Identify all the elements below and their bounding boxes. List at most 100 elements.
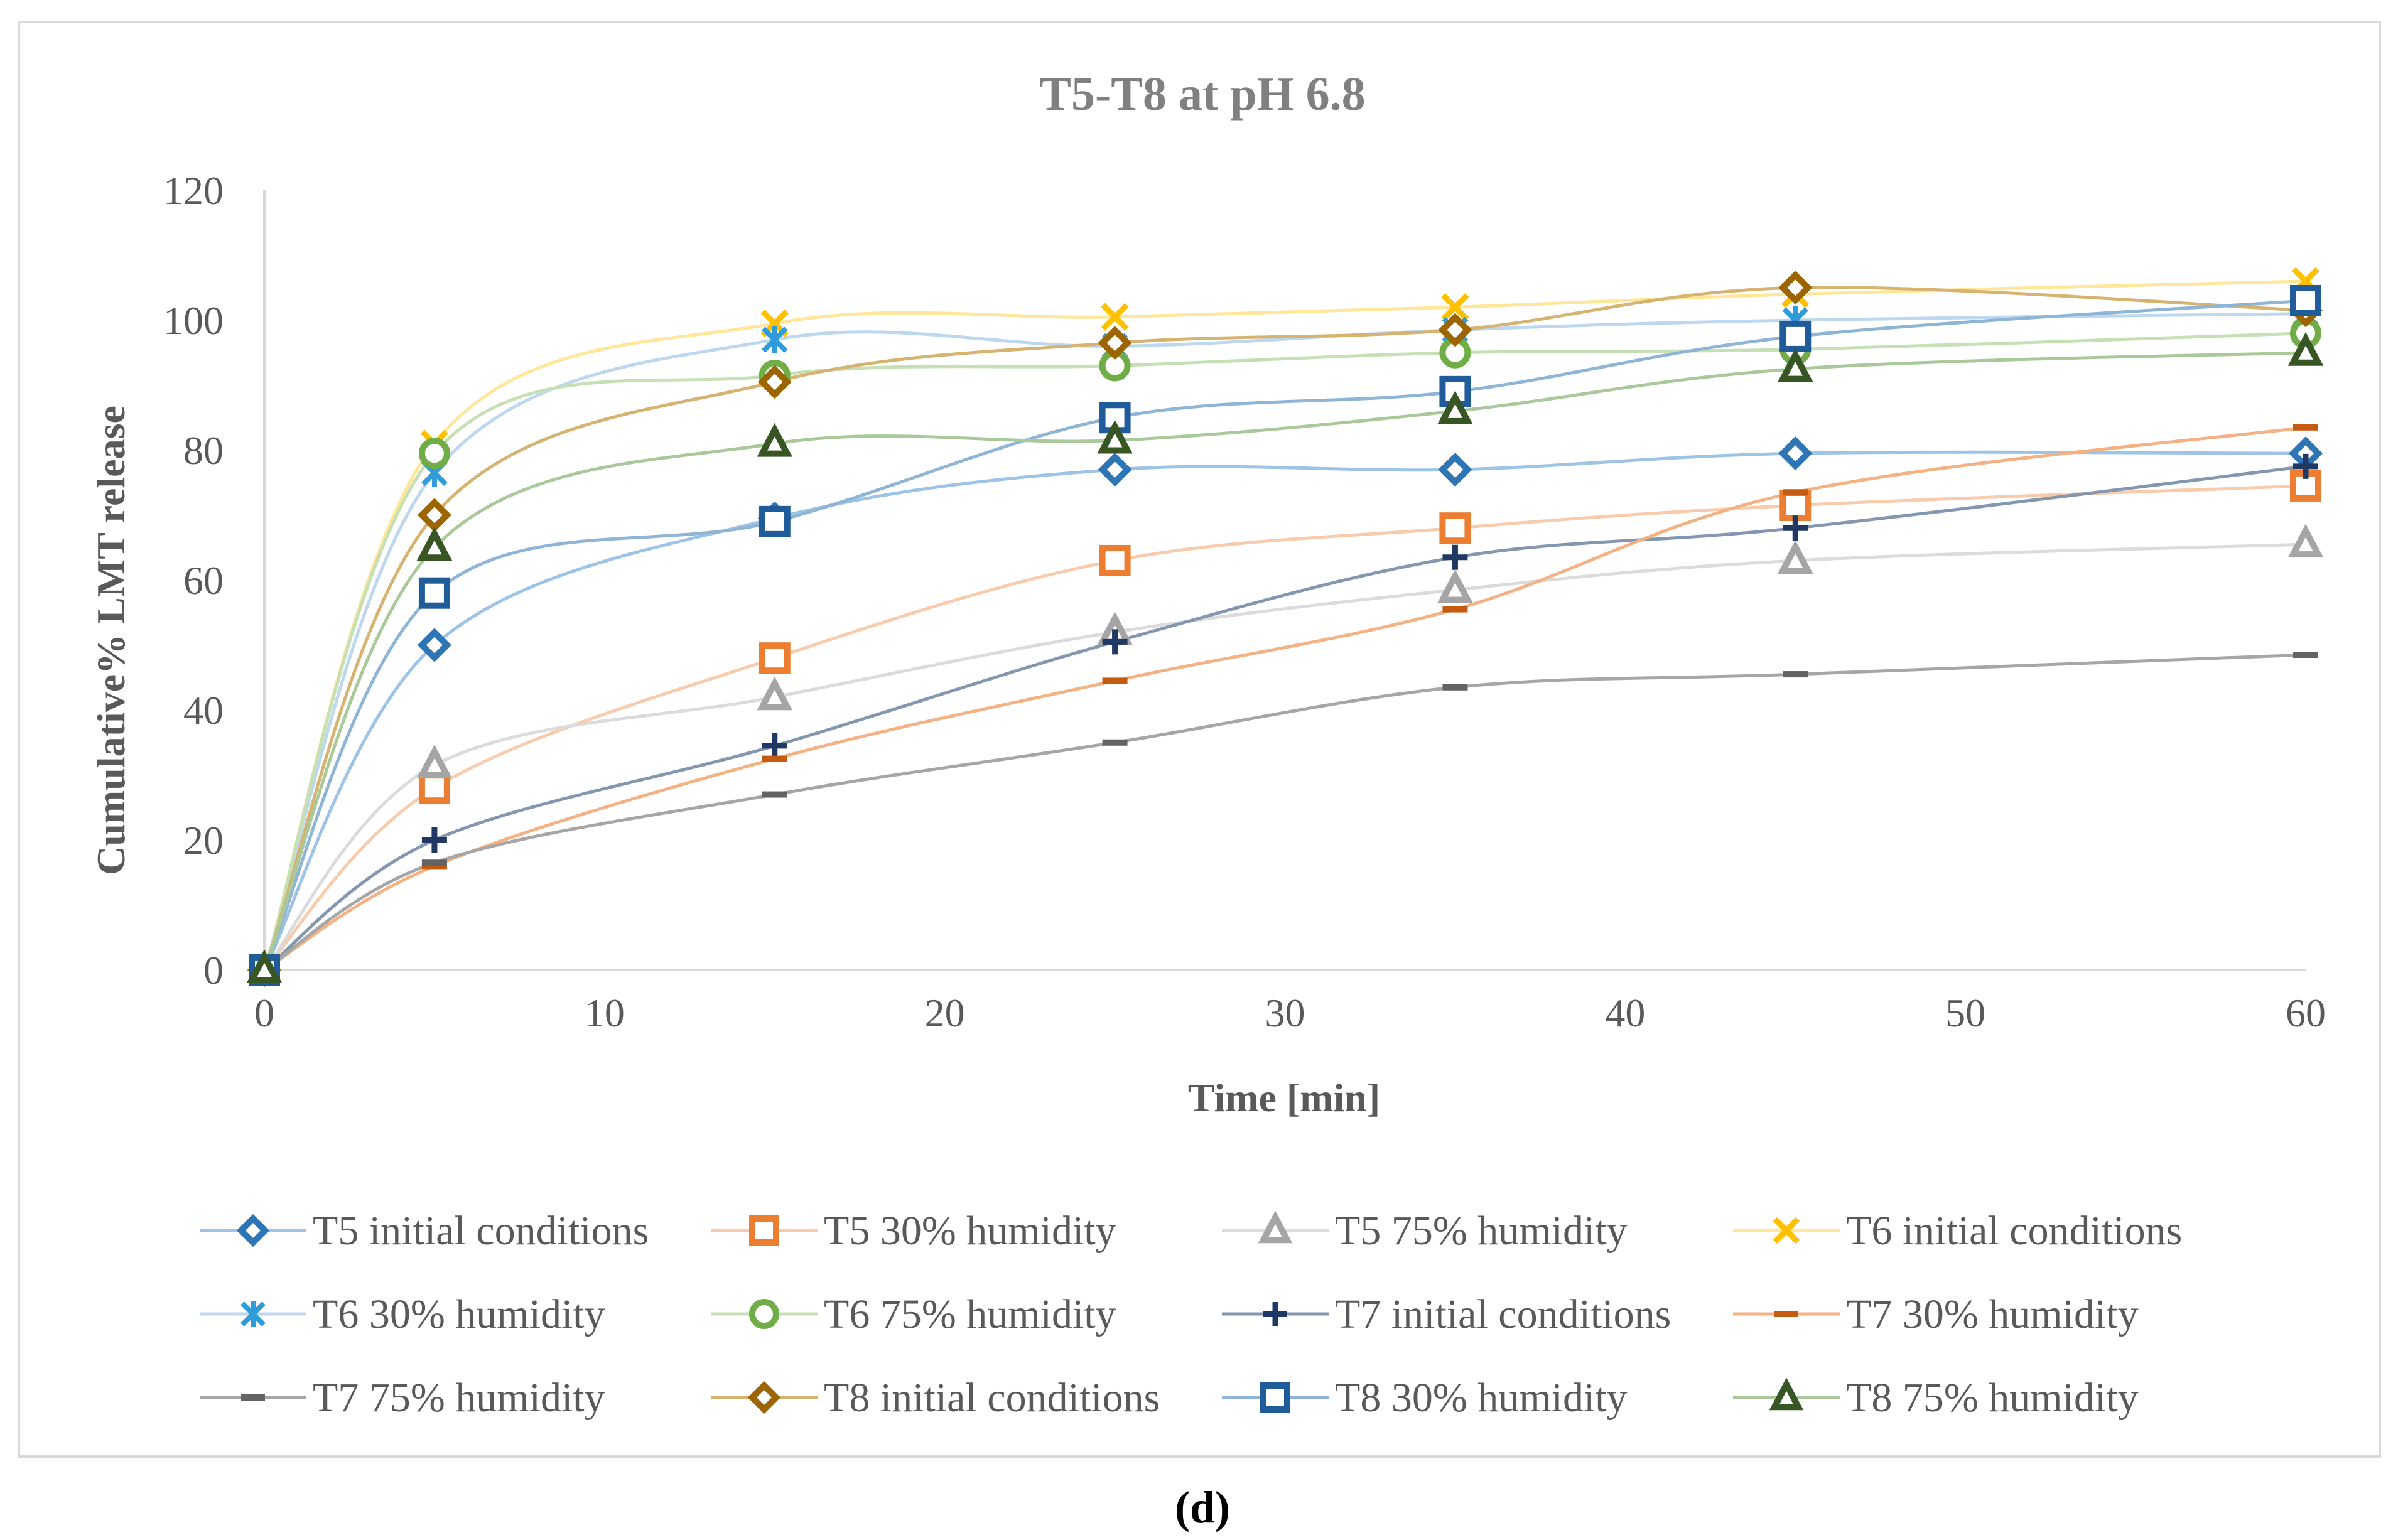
point-s8-4	[1442, 684, 1468, 691]
point-s2-1	[416, 745, 453, 778]
point-s1-4	[1439, 512, 1471, 544]
legend-marker-6	[1263, 1302, 1287, 1326]
legend-label-10: T8 30% humidity	[1335, 1375, 1628, 1421]
y-tick-label-1: 20	[183, 818, 224, 863]
point-s11-2	[757, 423, 793, 457]
point-s0-3	[1098, 452, 1132, 487]
y-tick-label-2: 40	[183, 688, 224, 733]
x-tick-label-2: 20	[925, 991, 965, 1035]
series-line-7	[263, 426, 2306, 972]
legend-label-1: T5 30% humidity	[824, 1208, 1116, 1254]
point-s1-3	[1099, 544, 1131, 576]
point-s9-4	[1438, 313, 1472, 347]
point-s7-1	[421, 863, 447, 870]
series-line-1	[263, 484, 2306, 971]
point-s1-1	[418, 772, 450, 804]
point-s7-3	[1102, 677, 1128, 684]
x-tick-label-3: 30	[1265, 991, 1305, 1035]
legend-marker-1	[749, 1215, 779, 1246]
legend-marker-5	[749, 1299, 779, 1329]
legend-label-4: T6 30% humidity	[313, 1291, 605, 1337]
legend-label-9: T8 initial conditions	[824, 1375, 1160, 1421]
y-tick-label-6: 120	[163, 168, 224, 213]
point-s2-6	[2287, 524, 2324, 558]
point-s1-5	[1779, 489, 1812, 521]
legend-marker-0	[236, 1214, 270, 1247]
x-tick-label-4: 40	[1605, 991, 1645, 1035]
point-s9-5	[1778, 271, 1813, 305]
legend-marker-4	[240, 1301, 266, 1327]
legend-label-5: T6 75% humidity	[824, 1291, 1116, 1337]
point-s8-1	[421, 859, 447, 866]
point-s9-3	[1098, 326, 1132, 360]
figure-caption: (d)	[1175, 1482, 1230, 1532]
legend-marker-11	[1769, 1377, 1804, 1411]
y-tick-label-5: 100	[163, 298, 224, 343]
point-s11-0	[246, 949, 283, 983]
x-tick-label-0: 0	[254, 991, 274, 1035]
point-s11-3	[1097, 419, 1133, 454]
point-s6-5	[1783, 515, 1808, 541]
point-s10-1	[418, 577, 450, 609]
x-axis-title: Time [min]	[1188, 1075, 1380, 1120]
y-tick-label-4: 80	[183, 428, 224, 473]
point-s7-4	[1442, 606, 1468, 613]
x-tick-label-1: 10	[585, 991, 625, 1035]
point-s11-4	[1437, 390, 1473, 424]
point-s3-4	[1441, 293, 1469, 321]
point-s11-6	[2287, 332, 2324, 366]
point-s2-2	[757, 676, 793, 711]
point-s8-3	[1102, 739, 1128, 746]
x-tick-label-5: 50	[1945, 991, 1985, 1035]
legend-label-6: T7 initial conditions	[1335, 1291, 1671, 1337]
point-s3-3	[1101, 303, 1129, 331]
point-s2-4	[1437, 569, 1473, 603]
point-s8-5	[1783, 671, 1808, 678]
point-s11-5	[1777, 348, 1813, 382]
point-s10-2	[759, 505, 791, 537]
point-s1-2	[759, 642, 791, 674]
series-line-2	[263, 542, 2306, 971]
legend-label-11: T8 75% humidity	[1846, 1375, 2139, 1421]
legend-label-7: T7 30% humidity	[1846, 1291, 2139, 1337]
x-tick-label-6: 60	[2286, 991, 2326, 1035]
point-s0-1	[417, 628, 451, 662]
point-s10-6	[2290, 284, 2321, 316]
y-tick-label-3: 60	[183, 558, 224, 603]
legend-marker-7	[1774, 1311, 1798, 1317]
point-s6-2	[762, 733, 787, 758]
point-s5-1	[418, 438, 450, 470]
y-tick-label-0: 0	[203, 948, 224, 993]
point-s0-4	[1438, 452, 1472, 487]
point-s8-2	[762, 791, 787, 798]
legend-marker-8	[241, 1394, 265, 1401]
chart-border	[18, 21, 2381, 1458]
series-line-3	[262, 279, 2306, 971]
point-s9-2	[757, 365, 792, 399]
point-s7-6	[2293, 424, 2318, 431]
legend: T5 initial conditions T5 30% humidity T5 7…	[200, 1208, 2182, 1421]
point-s11-1	[416, 527, 453, 561]
point-s6-3	[1102, 629, 1128, 655]
series-line-8	[263, 653, 2306, 972]
point-s8-6	[2293, 652, 2318, 659]
point-s2-5	[1777, 540, 1813, 574]
point-s6-4	[1442, 544, 1468, 570]
point-s10-5	[1779, 320, 1812, 352]
plot-area: 0 10 20 30 40 50 60 0 20 40 60 80 100 120	[163, 168, 2326, 1035]
legend-label-0: T5 initial conditions	[313, 1208, 649, 1254]
legend-marker-3	[1773, 1217, 1800, 1244]
point-s6-1	[421, 827, 447, 853]
legend-label-8: T7 75% humidity	[313, 1375, 605, 1421]
point-s4-2	[761, 326, 788, 354]
legend-marker-9	[747, 1381, 781, 1414]
legend-marker-10	[1260, 1382, 1290, 1413]
legend-label-2: T5 75% humidity	[1335, 1208, 1628, 1254]
legend-label-3: T6 initial conditions	[1846, 1208, 2182, 1254]
legend-marker-2	[1258, 1210, 1293, 1244]
point-s7-2	[762, 755, 787, 762]
series-line-6	[263, 465, 2306, 971]
point-s0-5	[1778, 436, 1813, 471]
chart-title: T5-T8 at pH 6.8	[1039, 68, 1365, 121]
